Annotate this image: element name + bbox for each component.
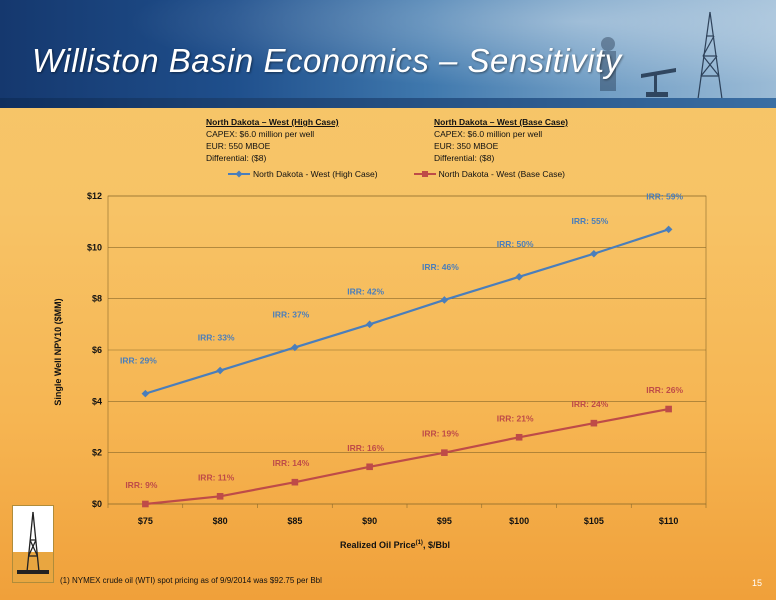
data-label-irr: IRR: 21% xyxy=(497,413,534,423)
high-case-heading: North Dakota – West (High Case) xyxy=(206,117,339,127)
data-point-high-case xyxy=(664,225,673,234)
x-axis-label-footnote-ref: (1) xyxy=(415,540,423,546)
data-point-base-case xyxy=(590,419,598,427)
company-logo xyxy=(12,505,54,583)
base-case-differential: Differential: ($8) xyxy=(434,153,495,163)
data-point-high-case xyxy=(291,343,299,352)
high-case-capex: CAPEX: $6.0 million per well xyxy=(206,129,315,139)
x-tick-label: $100 xyxy=(509,516,529,526)
y-axis-label: Single Well NPV10 ($MM) xyxy=(53,298,63,406)
data-label-irr: IRR: 29% xyxy=(120,356,157,366)
data-point-base-case xyxy=(515,433,523,441)
legend-marker-base xyxy=(413,171,436,177)
x-axis-label-text: Realized Oil Price xyxy=(340,540,416,550)
data-label-irr: IRR: 11% xyxy=(198,472,235,482)
data-label-irr: IRR: 16% xyxy=(347,443,384,453)
data-label-irr: IRR: 9% xyxy=(125,480,158,490)
y-tick-label: $4 xyxy=(92,396,102,406)
x-tick-label: $85 xyxy=(287,516,302,526)
y-tick-label: $8 xyxy=(92,294,102,304)
data-point-high-case xyxy=(365,320,374,329)
base-case-heading: North Dakota – West (Base Case) xyxy=(434,117,568,127)
data-label-irr: IRR: 55% xyxy=(571,216,608,226)
data-label-irr: IRR: 50% xyxy=(497,239,534,249)
data-point-base-case xyxy=(441,449,448,456)
data-label-irr: IRR: 14% xyxy=(272,458,309,468)
y-tick-label: $2 xyxy=(92,448,102,458)
y-tick-label: $12 xyxy=(87,191,102,201)
base-case-info: North Dakota – West (Base Case) CAPEX: $… xyxy=(434,116,568,164)
legend-item-base: North Dakota - West (Base Case) xyxy=(413,169,566,179)
legend-item-high: North Dakota - West (High Case) xyxy=(228,169,378,179)
series-line-high-case xyxy=(145,228,669,395)
data-label-irr: IRR: 33% xyxy=(198,333,235,343)
x-axis-label-units: , $/Bbl xyxy=(422,540,450,550)
high-case-eur: EUR: 550 MBOE xyxy=(206,141,271,151)
data-point-base-case xyxy=(665,405,672,413)
x-tick-label: $110 xyxy=(659,516,679,526)
data-label-irr: IRR: 26% xyxy=(646,385,683,395)
data-label-irr: IRR: 19% xyxy=(422,429,459,439)
data-label-irr: IRR: 46% xyxy=(422,262,459,272)
data-point-base-case xyxy=(216,493,224,500)
legend-label-high: North Dakota - West (High Case) xyxy=(253,169,378,179)
data-point-high-case xyxy=(590,249,598,258)
data-label-irr: IRR: 42% xyxy=(347,286,384,296)
y-tick-label: $10 xyxy=(87,242,102,252)
data-point-high-case xyxy=(141,389,150,398)
oil-rig-icon xyxy=(600,11,723,100)
data-point-base-case xyxy=(142,500,149,508)
high-case-differential: Differential: ($8) xyxy=(206,153,267,163)
x-tick-label: $105 xyxy=(584,516,604,526)
y-tick-label: $0 xyxy=(92,499,102,509)
high-case-info: North Dakota – West (High Case) CAPEX: $… xyxy=(206,116,339,164)
data-label-irr: IRR: 24% xyxy=(571,399,608,409)
page-number: 15 xyxy=(751,578,762,588)
data-point-high-case xyxy=(440,296,449,304)
legend-label-base: North Dakota - West (Base Case) xyxy=(438,169,566,179)
data-point-high-case xyxy=(216,366,224,375)
x-tick-label: $80 xyxy=(213,516,228,526)
base-case-capex: CAPEX: $6.0 million per well xyxy=(434,129,543,139)
base-case-eur: EUR: 350 MBOE xyxy=(434,141,499,151)
header-banner: Williston Basin Economics – Sensitivity xyxy=(0,0,776,108)
series-line-base-case xyxy=(145,407,669,506)
data-point-base-case xyxy=(366,463,373,471)
x-tick-label: $90 xyxy=(362,516,377,526)
x-tick-label: $95 xyxy=(437,516,452,526)
chart-legend: North Dakota - West (High Case) North Da… xyxy=(228,169,565,179)
y-tick-label: $6 xyxy=(92,345,102,355)
x-axis-label: Realized Oil Price(1), $/Bbl xyxy=(340,540,450,550)
footnote: (1) NYMEX crude oil (WTI) spot pricing a… xyxy=(60,576,322,585)
data-label-irr: IRR: 37% xyxy=(272,309,309,319)
x-tick-label: $75 xyxy=(138,516,153,526)
data-point-base-case xyxy=(291,478,299,486)
legend-marker-high xyxy=(228,170,250,178)
page-title: Williston Basin Economics – Sensitivity xyxy=(32,42,622,79)
data-label-irr: IRR: 59% xyxy=(646,191,683,201)
data-point-high-case xyxy=(515,273,523,281)
